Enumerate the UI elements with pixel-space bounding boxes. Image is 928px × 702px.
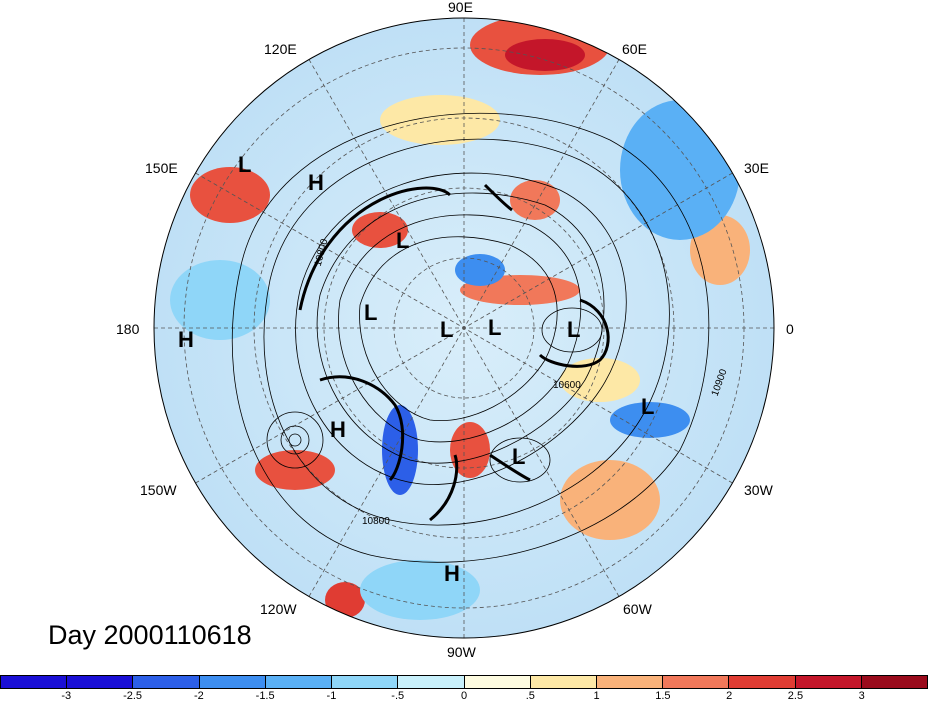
colorbar-swatch	[199, 676, 266, 688]
lon-label-0: 0	[786, 321, 794, 337]
low-pressure-label: L	[364, 300, 377, 325]
colorbar-swatch	[464, 676, 531, 688]
lon-label-150e: 150E	[145, 160, 178, 176]
lon-label-90w: 90W	[447, 644, 477, 660]
height-contours	[232, 112, 710, 563]
colorbar-tick-label: 3	[858, 690, 865, 702]
low-pressure-label: L	[567, 317, 580, 342]
low-pressure-label: L	[440, 317, 453, 342]
colorbar	[0, 675, 928, 689]
colorbar-swatch	[861, 676, 928, 688]
graticule	[154, 18, 774, 638]
colorbar-tick-label: 1	[593, 690, 600, 702]
lon-label-60e: 60E	[622, 41, 647, 57]
colorbar-tick-label: -1	[326, 690, 337, 702]
polar-map: 10800 10600 10800 10900 L H L L L L L H …	[116, 0, 794, 660]
low-pressure-label: L	[512, 444, 525, 469]
colorbar-swatch	[729, 676, 796, 688]
colorbar-swatch	[530, 676, 597, 688]
lon-label-180: 180	[116, 321, 140, 337]
colorbar-tick-label: -3	[61, 690, 72, 702]
lon-label-60w: 60W	[623, 601, 653, 617]
colorbar-swatch	[332, 676, 399, 688]
low-pressure-label: L	[641, 394, 654, 419]
colorbar-swatch	[133, 676, 200, 688]
colorbar-tick-label: -.5	[391, 690, 405, 702]
colorbar-swatch	[67, 676, 134, 688]
colorbar-swatch	[265, 676, 333, 688]
colorbar-swatch	[663, 676, 730, 688]
jet-stream-contours	[298, 183, 610, 522]
colorbar-tick-label: -2	[193, 690, 204, 702]
contour-label: 10800	[362, 516, 390, 527]
high-pressure-label: H	[330, 417, 346, 442]
low-pressure-label: L	[238, 152, 251, 177]
colorbar-swatch	[795, 676, 862, 688]
map-boundary	[153, 17, 775, 639]
lon-label-30w: 30W	[744, 482, 774, 498]
low-pressure-label: L	[396, 228, 409, 253]
colorbar-tick-label: 2.5	[787, 690, 804, 702]
colorbar-swatch	[596, 676, 664, 688]
contour-label: 10600	[553, 380, 581, 391]
colorbar-tick-label: .5	[525, 690, 535, 702]
colorbar-tick-label: 1.5	[655, 690, 671, 702]
plot-title: Day 2000110618	[48, 620, 252, 650]
lon-label-30e: 30E	[744, 160, 769, 176]
colorbar-swatch	[398, 676, 465, 688]
colorbar-swatch	[1, 676, 68, 688]
high-pressure-label: H	[444, 561, 460, 586]
colorbar-tick-label: 2	[726, 690, 733, 702]
lon-label-120e: 120E	[264, 41, 297, 57]
colorbar-tick-label: -1.5	[255, 690, 275, 702]
lon-label-120w: 120W	[260, 601, 297, 617]
high-pressure-label: H	[178, 327, 194, 352]
colorbar-tick-label: -2.5	[123, 690, 143, 702]
colorbar-tick-label: 0	[460, 690, 468, 702]
lon-label-150w: 150W	[140, 482, 177, 498]
lon-label-90e: 90E	[448, 0, 473, 15]
high-pressure-label: H	[308, 170, 324, 195]
low-pressure-label: L	[488, 315, 501, 340]
